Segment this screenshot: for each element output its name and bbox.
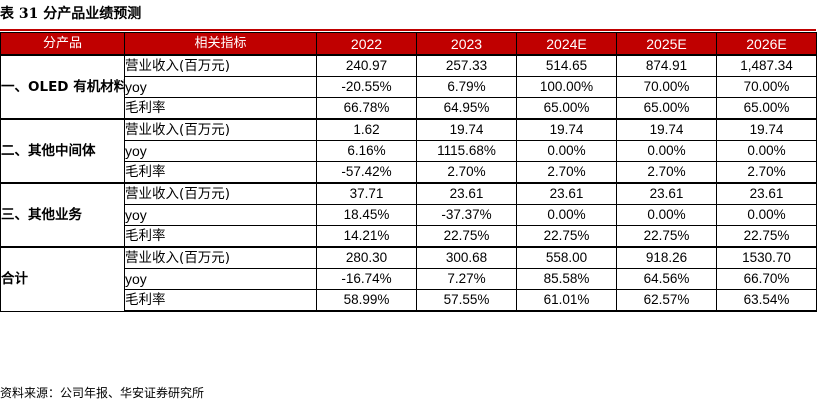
- value-cell: 18.45%: [316, 204, 417, 226]
- header-year: 2024E: [516, 32, 617, 56]
- value-cell: 19.74: [416, 118, 517, 141]
- metric-label: 营业收入(百万元): [124, 118, 317, 141]
- value-cell: 558.00: [516, 246, 617, 269]
- value-cell: 23.61: [616, 182, 717, 205]
- source-note: 资料来源：公司年报、华安证券研究所: [0, 386, 205, 400]
- value-cell: 2.70%: [516, 161, 617, 184]
- value-cell: 0.00%: [616, 140, 717, 162]
- value-cell: 61.01%: [516, 289, 617, 312]
- value-cell: 65.00%: [616, 97, 717, 120]
- header-year: 2025E: [616, 32, 717, 56]
- value-cell: 19.74: [616, 118, 717, 141]
- table-body: 一、OLED 有机材料 营业收入(百万元) 240.97 257.33 514.65 87…: [0, 54, 817, 312]
- value-cell: 23.61: [416, 182, 517, 205]
- value-cell: 85.58%: [516, 268, 617, 290]
- table-row: 毛利率 58.99% 57.55% 61.01% 62.57% 63.54%: [1, 289, 817, 312]
- value-cell: 66.70%: [716, 268, 817, 290]
- table-row: 一、OLED 有机材料 营业收入(百万元) 240.97 257.33 514.65 87…: [0, 54, 817, 120]
- value-cell: 1115.68%: [416, 140, 517, 162]
- metric-label: yoy: [124, 204, 317, 226]
- metric-label: 毛利率: [124, 225, 317, 248]
- value-cell: 1.62: [316, 118, 417, 141]
- metric-label: 毛利率: [124, 161, 317, 184]
- value-cell: 6.79%: [416, 76, 517, 98]
- value-cell: 0.00%: [516, 140, 617, 162]
- value-cell: 64.56%: [616, 268, 717, 290]
- value-cell: 0.00%: [616, 204, 717, 226]
- value-cell: 1,487.34: [716, 54, 817, 77]
- value-cell: 918.26: [616, 246, 717, 269]
- metric-label: 营业收入(百万元): [124, 246, 317, 269]
- value-cell: 65.00%: [516, 97, 617, 120]
- metric-label: 营业收入(百万元): [124, 182, 317, 205]
- table-row: yoy 6.16% 1115.68% 0.00% 0.00% 0.00%: [1, 140, 817, 162]
- table-row: 二、其他中间体 营业收入(百万元) 1.62 19.74 19.74 19.74 19.74: [0, 118, 817, 184]
- value-cell: -57.42%: [316, 161, 417, 184]
- value-cell: 100.00%: [516, 76, 617, 98]
- value-cell: 240.97: [316, 54, 417, 77]
- value-cell: 70.00%: [616, 76, 717, 98]
- value-cell: 0.00%: [716, 140, 817, 162]
- value-cell: 64.95%: [416, 97, 517, 120]
- metric-label: yoy: [124, 268, 317, 290]
- value-cell: 19.74: [516, 118, 617, 141]
- value-cell: -37.37%: [416, 204, 517, 226]
- header-metric: 相关指标: [124, 32, 317, 56]
- table-row: 毛利率 -57.42% 2.70% 2.70% 2.70% 2.70%: [1, 161, 817, 184]
- value-cell: 257.33: [416, 54, 517, 77]
- table-row: 三、其他业务 营业收入(百万元) 37.71 23.61 23.61 23.61 23.61: [0, 182, 817, 248]
- metric-label: 毛利率: [124, 289, 317, 312]
- value-cell: -20.55%: [316, 76, 417, 98]
- value-cell: 300.68: [416, 246, 517, 269]
- segment-label: 一、OLED 有机材料: [0, 54, 125, 120]
- value-cell: 65.00%: [716, 97, 817, 120]
- value-cell: 514.65: [516, 54, 617, 77]
- header-year: 2026E: [716, 32, 817, 56]
- table-title: 表 31 分产品业绩预测: [0, 6, 142, 22]
- value-cell: 2.70%: [416, 161, 517, 184]
- value-cell: 63.54%: [716, 289, 817, 312]
- segment-label: 三、其他业务: [0, 182, 125, 248]
- value-cell: 280.30: [316, 246, 417, 269]
- value-cell: 70.00%: [716, 76, 817, 98]
- value-cell: 0.00%: [716, 204, 817, 226]
- value-cell: 1530.70: [716, 246, 817, 269]
- metric-label: 营业收入(百万元): [124, 54, 317, 77]
- table-row: yoy 18.45% -37.37% 0.00% 0.00% 0.00%: [1, 204, 817, 226]
- forecast-table: 分产品 相关指标 2022 2023 2024E 2025E 2026E 一、O…: [0, 32, 817, 312]
- value-cell: 58.99%: [316, 289, 417, 312]
- segment-label: 合计: [0, 246, 125, 312]
- table-row: 合计 营业收入(百万元) 280.30 300.68 558.00 918.26 1530.…: [0, 246, 817, 312]
- metric-label: yoy: [124, 76, 317, 98]
- value-cell: 7.27%: [416, 268, 517, 290]
- value-cell: 2.70%: [716, 161, 817, 184]
- value-cell: 23.61: [516, 182, 617, 205]
- value-cell: 874.91: [616, 54, 717, 77]
- table-row: yoy -16.74% 7.27% 85.58% 64.56% 66.70%: [1, 268, 817, 290]
- value-cell: 22.75%: [616, 225, 717, 248]
- header-segment: 分产品: [0, 32, 125, 56]
- header-year: 2022: [316, 32, 417, 56]
- value-cell: 14.21%: [316, 225, 417, 248]
- title-divider: [0, 29, 816, 31]
- value-cell: 19.74: [716, 118, 817, 141]
- segment-label: 二、其他中间体: [0, 118, 125, 184]
- value-cell: 57.55%: [416, 289, 517, 312]
- value-cell: 2.70%: [616, 161, 717, 184]
- value-cell: 37.71: [316, 182, 417, 205]
- value-cell: 62.57%: [616, 289, 717, 312]
- value-cell: 22.75%: [416, 225, 517, 248]
- value-cell: 22.75%: [716, 225, 817, 248]
- header-row: 分产品 相关指标 2022 2023 2024E 2025E 2026E: [0, 32, 817, 56]
- table-row: yoy -20.55% 6.79% 100.00% 70.00% 70.00%: [1, 76, 817, 98]
- value-cell: -16.74%: [316, 268, 417, 290]
- value-cell: 23.61: [716, 182, 817, 205]
- metric-label: yoy: [124, 140, 317, 162]
- value-cell: 22.75%: [516, 225, 617, 248]
- value-cell: 0.00%: [516, 204, 617, 226]
- metric-label: 毛利率: [124, 97, 317, 120]
- header-year: 2023: [416, 32, 517, 56]
- value-cell: 66.78%: [316, 97, 417, 120]
- value-cell: 6.16%: [316, 140, 417, 162]
